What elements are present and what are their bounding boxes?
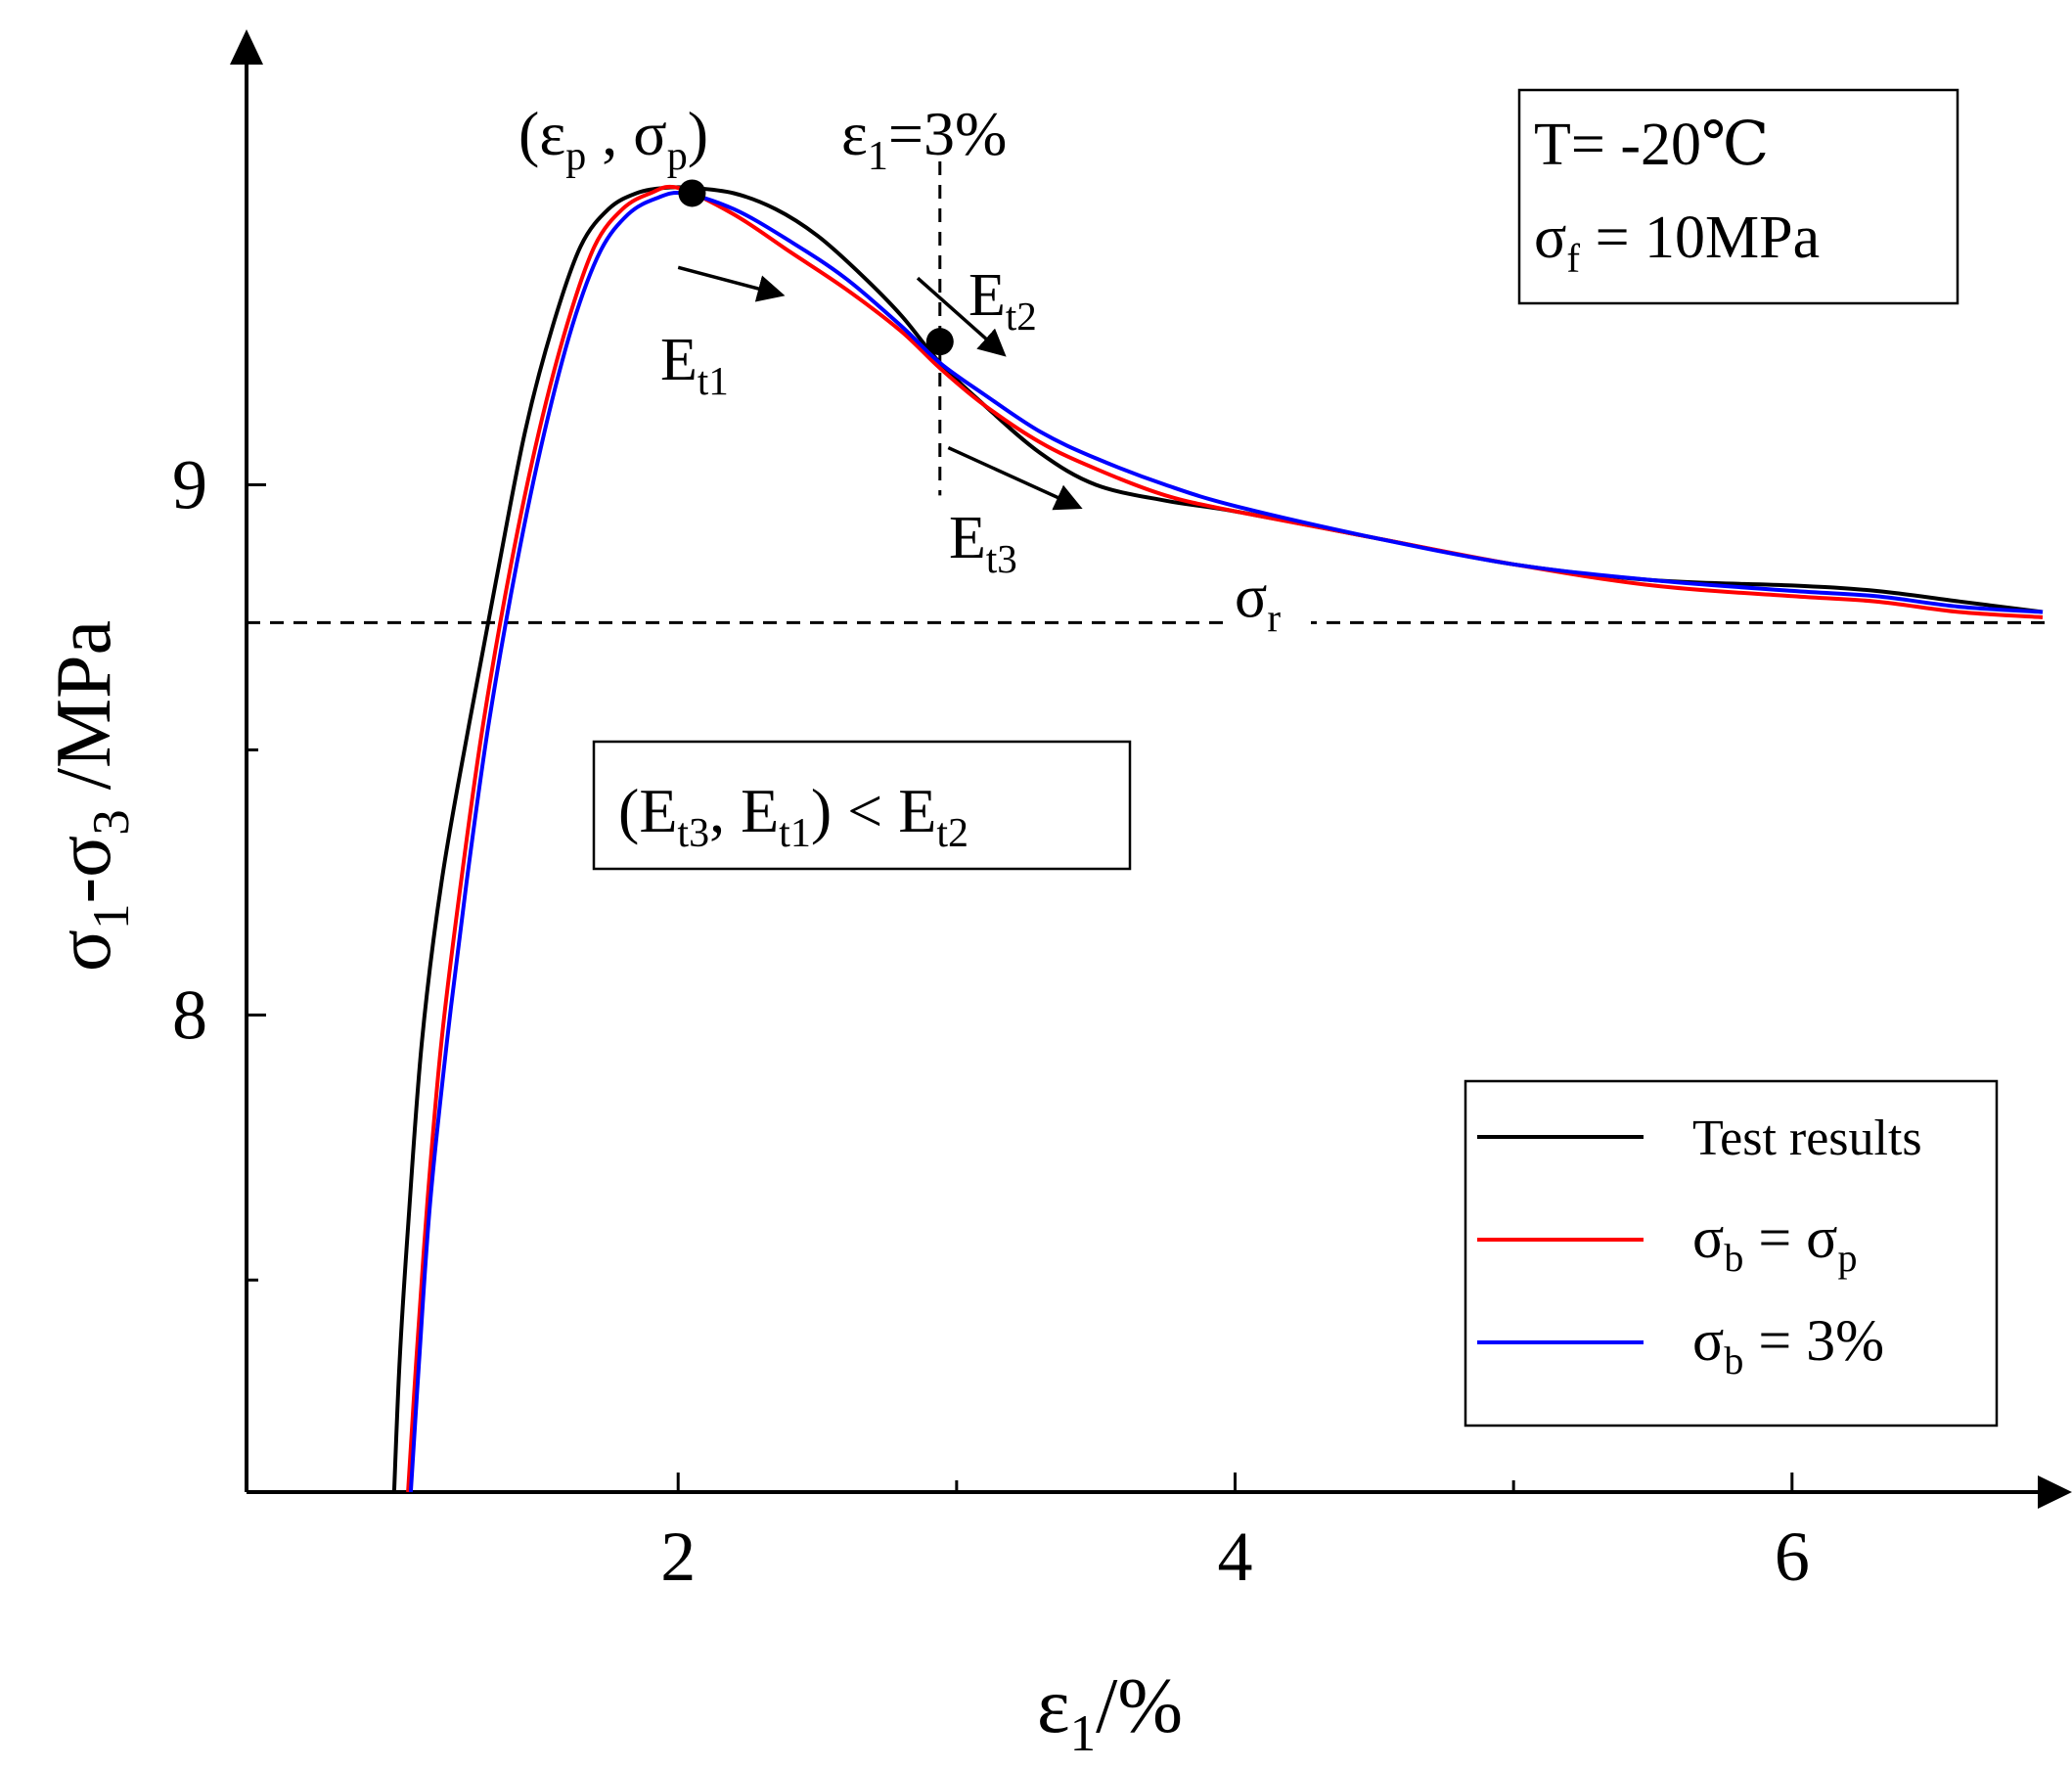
tangent-label-et3: Et3 [949, 505, 1017, 581]
test-condition-line: T= -20℃ [1534, 112, 1769, 178]
annotations: Et1 Et2 Et3 [660, 262, 1083, 581]
marker-point-1 [925, 328, 954, 356]
tangent-label-et1: Et1 [660, 327, 729, 403]
tangent-arrow-et2 [916, 276, 1007, 357]
marker-point-0 [678, 179, 706, 207]
modulus-comparison-text: (Et3, Et1) < Et2 [618, 776, 968, 856]
tangent-arrow-et3 [947, 445, 1083, 511]
tangent-arrow-et1 [677, 265, 786, 302]
test-condition-line: σf = 10MPa [1534, 204, 1820, 281]
axes: 2 4 6 8 9 ε1/% σ1-σ3 /MPa [41, 29, 2072, 1762]
y-tick-label: 9 [172, 445, 207, 523]
series-line-2 [408, 191, 2044, 1493]
y-tick-label: 8 [172, 975, 207, 1054]
modulus-comparison-box [592, 740, 1132, 871]
x-tick-label: 2 [660, 1518, 696, 1596]
reference-lines: σr ε1=3% [247, 99, 2052, 657]
markers: (εp , σp) [518, 99, 954, 356]
y-axis-arrow-icon [230, 29, 263, 65]
text-boxes: T= -20℃ σf = 10MPa (Et3, Et1) < Et2 [592, 88, 1959, 871]
tangent-label-et2: Et2 [968, 262, 1037, 339]
x-axis-label: ε1/% [1037, 1663, 1183, 1762]
x-axis-arrow-icon [2038, 1475, 2072, 1509]
test-condition-box [1517, 88, 1959, 305]
x-tick-label: 4 [1218, 1518, 1253, 1596]
residual-strength-label: σr [1235, 564, 1281, 640]
legend-label-0: Test results [1692, 1111, 1922, 1166]
legend-label-2: σb = 3% [1692, 1308, 1884, 1383]
x-tick-label: 6 [1775, 1518, 1810, 1596]
legend-label-1: σb = σp [1692, 1205, 1858, 1280]
peak-point-label: (εp , σp) [518, 99, 708, 179]
series-lines [391, 184, 2044, 1493]
y-axis-label: σ1-σ3 /MPa [41, 620, 140, 972]
legend: Test results σb = σp σb = 3% [1464, 1079, 1999, 1428]
strain-3pct-label: ε1=3% [841, 99, 1007, 179]
residual-label-bg [1223, 564, 1311, 657]
